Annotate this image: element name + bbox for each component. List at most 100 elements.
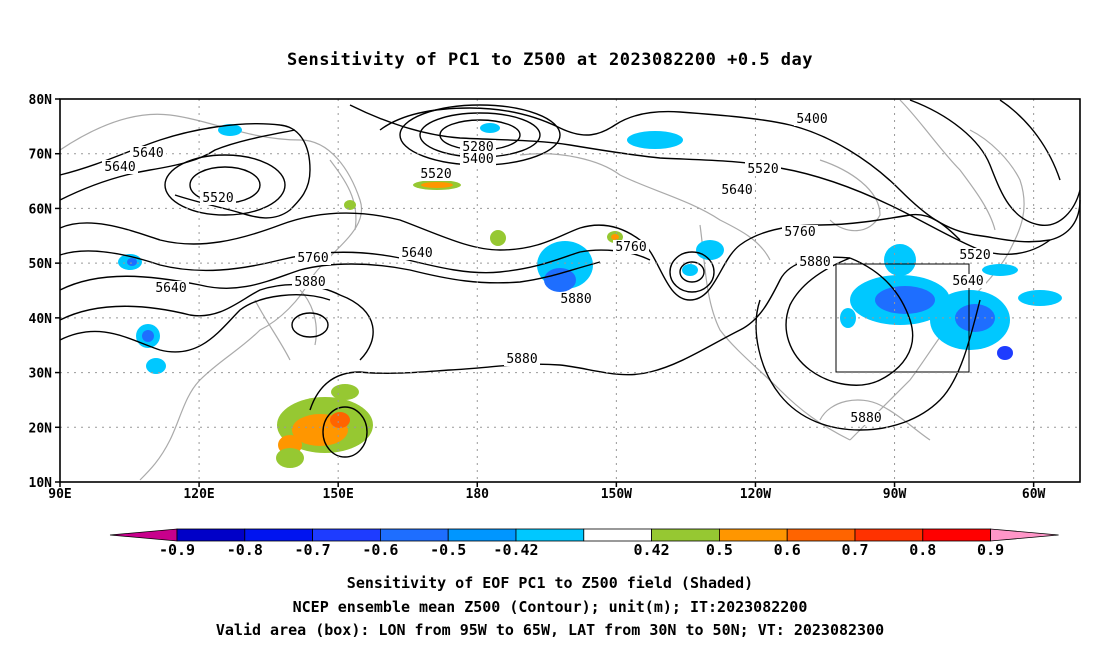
contour-label-bg [200, 191, 236, 205]
contour-label-bg [504, 352, 540, 366]
shade-negative-region [627, 131, 683, 149]
shade-negative-region [840, 308, 856, 328]
shade-negative-region [1018, 290, 1062, 306]
map-frame [59, 98, 1081, 483]
lat-tick-label: 70N [29, 148, 53, 163]
colorbar-left-extension [109, 528, 178, 542]
colorbar-segment [312, 528, 381, 542]
axes: 10N 20N 30N 40N 50N 60N 70N 80N 90E 120E 150E 180 15… [29, 93, 1046, 502]
contour-label-text: 5880 [294, 275, 325, 290]
contour-label-bg [153, 281, 189, 295]
lat-tick-label: 20N [29, 421, 53, 436]
contour-line [785, 257, 914, 386]
lon-tick-label: 120W [740, 487, 771, 502]
contour-label-bg [130, 146, 166, 160]
contour-line [379, 107, 1081, 243]
contour-label: 5880 [797, 255, 833, 270]
footer-line-3: Valid area (box): LON from 95W to 65W, L… [215, 621, 885, 639]
colorbar-segment [176, 528, 246, 542]
contour-line [59, 129, 296, 201]
contour-line [309, 256, 851, 411]
contour-line [669, 251, 715, 293]
shade-positive-region [330, 412, 350, 428]
contour-label: 5520 [745, 162, 781, 177]
shade-negative-region [682, 264, 698, 276]
contour-label: 5760 [613, 240, 649, 255]
contour-label-text: 5880 [799, 255, 830, 270]
colorbar-label: 0.6 [774, 541, 801, 559]
shade-positive-region [611, 234, 619, 240]
shade-negative-region [875, 286, 935, 314]
contour-label: 5640 [153, 281, 189, 296]
contour-label-text: 5400 [462, 152, 493, 167]
shade-negative-region [127, 258, 137, 266]
colorbar-label: 0.5 [706, 541, 733, 559]
contour-label-text: 5520 [202, 191, 233, 206]
lon-tick-label: 150E [323, 487, 354, 502]
z500-contours [59, 99, 1081, 458]
contour-label: 5400 [460, 152, 496, 167]
shade-negative-region [142, 330, 154, 342]
colorbar-label: -0.6 [362, 541, 398, 559]
contour-line [164, 154, 286, 216]
lon-tick-label: 180 [466, 487, 490, 502]
contour-label-bg [957, 248, 993, 262]
coast-gulf [819, 399, 931, 441]
footer-line-2: NCEP ensemble mean Z500 (Contour); unit(… [292, 598, 808, 616]
contour-line [59, 294, 331, 353]
colorbar-segment [515, 528, 585, 542]
contour-line [322, 406, 368, 458]
contour-label-text: 5640 [721, 183, 752, 198]
colorbar-segment [719, 528, 788, 542]
shade-negative-region [696, 240, 724, 260]
contour-label: 5760 [295, 251, 331, 266]
coast-alaska [519, 153, 771, 261]
shade-positive-region [421, 182, 453, 188]
contour-labels: 5280540055205520552055205640564056405640… [102, 112, 993, 426]
contour-label-bg [558, 292, 594, 306]
lat-tick-label: 80N [29, 93, 53, 108]
contour-label-bg [745, 162, 781, 176]
colorbar-segment [583, 528, 652, 542]
colorbar-segment [651, 528, 720, 542]
colorbar-segment [379, 528, 449, 542]
contour-label-bg [794, 112, 830, 126]
shade-negative-region [884, 244, 916, 276]
contour-line [349, 104, 1051, 255]
contour-line [59, 249, 651, 274]
shade-positive-region [276, 448, 304, 468]
contour-label-text: 5640 [104, 160, 135, 175]
colorbar-segment [786, 528, 856, 542]
contour-line [59, 261, 601, 291]
lon-tick-label: 60W [1022, 487, 1046, 502]
shade-positive-region [490, 230, 506, 246]
contour-label: 5640 [102, 160, 138, 175]
contour-label-text: 5280 [462, 140, 493, 155]
valid-area-box [835, 263, 970, 373]
contour-label: 5280 [460, 140, 496, 155]
colorbar-label: -0.5 [430, 541, 466, 559]
colorbar-label: -0.9 [159, 541, 195, 559]
contour-label: 5760 [782, 225, 818, 240]
lon-tick-label: 90E [48, 487, 71, 502]
contour-line [59, 283, 374, 361]
coast-hudson [819, 159, 881, 232]
coastlines [59, 99, 1025, 481]
colorbar-label: 0.42 [634, 541, 670, 559]
colorbar-label: -0.42 [493, 541, 538, 559]
contour-label-text: 5640 [155, 281, 186, 296]
contour-line [909, 99, 1081, 226]
shade-negative-region [982, 264, 1018, 276]
colorbar: -0.9 -0.8 -0.7 -0.6 -0.5 -0.42 0.42 0.5 0.6 0.7 0.… [109, 528, 1059, 559]
lat-tick-label: 50N [29, 257, 53, 272]
contour-label-bg [613, 240, 649, 254]
contour-label-text: 5880 [850, 411, 881, 426]
contour-label: 5640 [130, 146, 166, 161]
contour-label-bg [295, 251, 331, 265]
coast-greenland [899, 99, 996, 231]
contour-line [755, 299, 981, 431]
colorbar-segment [447, 528, 517, 542]
contour-label-bg [460, 152, 496, 166]
colorbar-label: 0.9 [977, 541, 1004, 559]
